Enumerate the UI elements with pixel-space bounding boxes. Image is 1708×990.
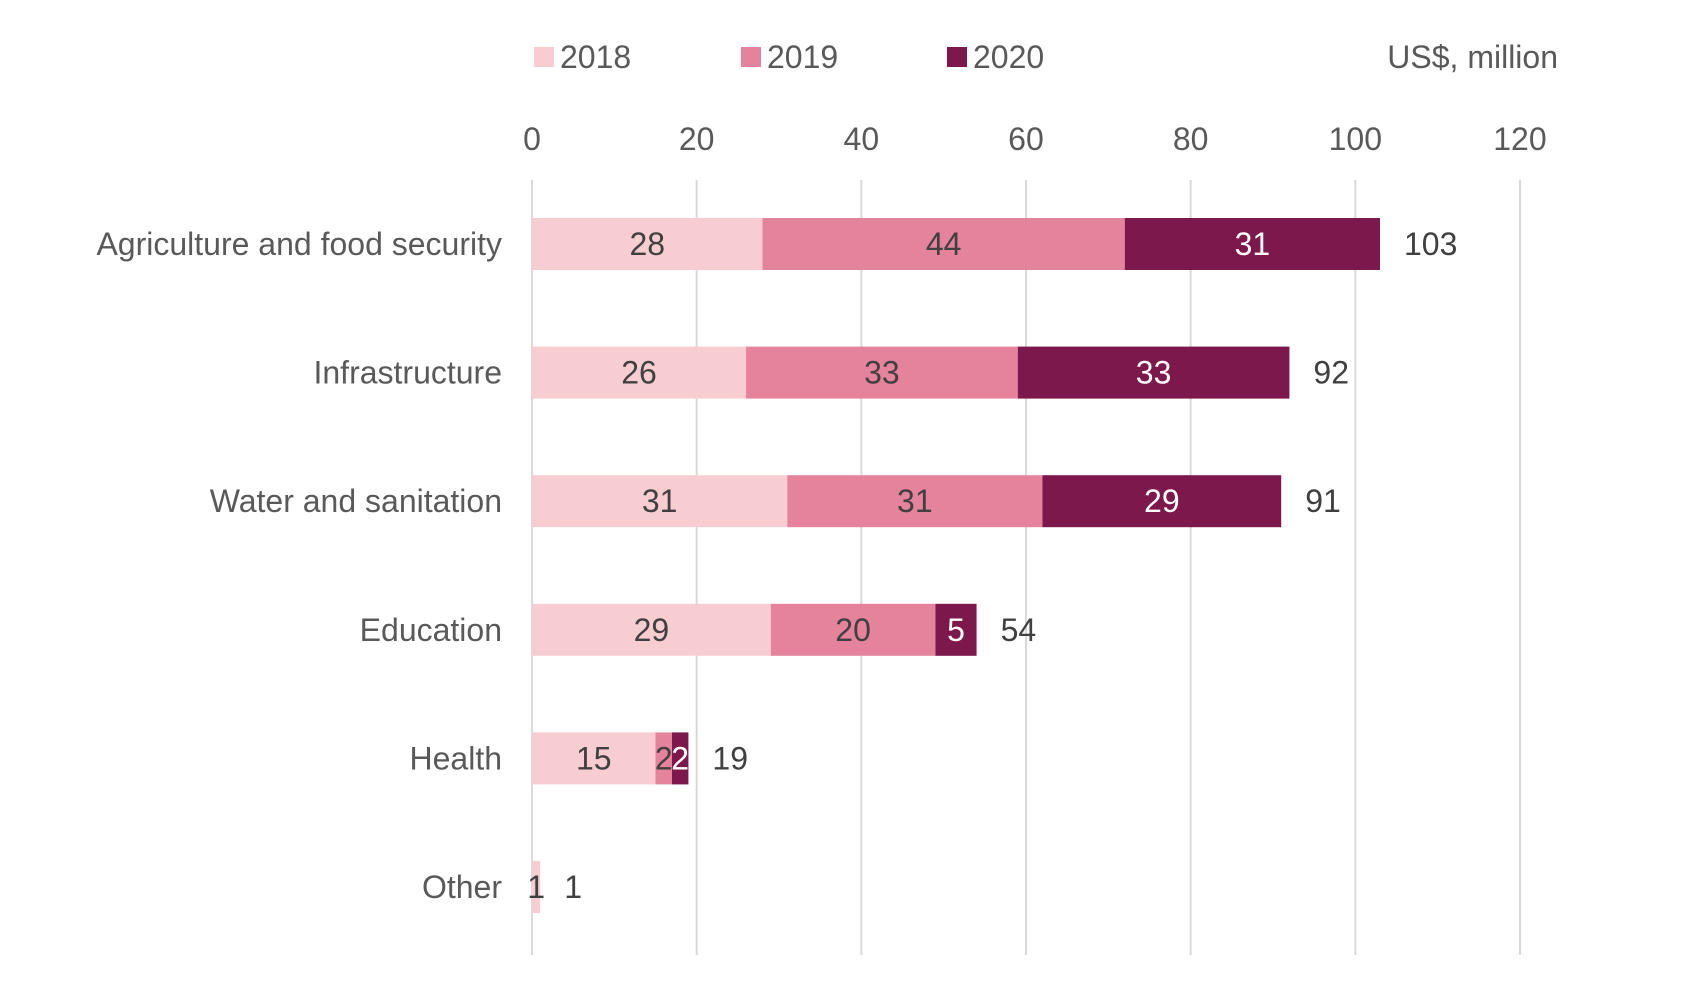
bar-segment-2018 [532, 861, 541, 913]
x-tick-label: 80 [1173, 121, 1209, 157]
x-tick-label: 40 [844, 121, 880, 157]
bar-value-label: 26 [621, 355, 657, 391]
x-axis-ticks: 0 20 40 60 80 100 120 [523, 121, 1547, 157]
bar-segment-2018 [532, 603, 771, 656]
category-labels: Agriculture and food security Infrastruct… [96, 226, 502, 905]
bar-segment-2018 [532, 475, 788, 528]
bar-segment-2020 [935, 603, 977, 656]
bar-value-label: 1 [527, 869, 545, 905]
bar-value-label: 33 [1136, 355, 1172, 391]
x-tick-label: 0 [523, 121, 541, 157]
legend-swatch-2020 [947, 47, 967, 67]
bar-value-label: 29 [634, 612, 670, 648]
legend-label: 2019 [767, 39, 838, 75]
x-tick-label: 20 [679, 121, 715, 157]
category-label: Water and sanitation [210, 483, 502, 519]
category-label: Other [422, 869, 502, 905]
bar-segment-2020 [1042, 475, 1282, 528]
bar-value-label: 29 [1144, 483, 1180, 519]
bar-segment-2019 [655, 732, 672, 785]
bar-value-label: 28 [629, 226, 665, 262]
bar-segment-2019 [770, 603, 936, 656]
bar-value-label: 20 [835, 612, 871, 648]
bar-value-label: 31 [642, 483, 678, 519]
bar-segment-2018 [532, 346, 747, 399]
category-label: Infrastructure [313, 355, 502, 391]
gridlines [531, 180, 1521, 955]
legend: 2018 2019 2020 [534, 39, 1044, 75]
legend-swatch-2018 [534, 47, 554, 67]
x-tick-label: 100 [1329, 121, 1382, 157]
bar-segment-2020 [1124, 218, 1380, 270]
bar-segment-2020 [1017, 346, 1290, 399]
bars: 28 44 31 103 26 33 33 92 31 31 29 91 29 20 5 54 15 22 19 1 1 [527, 218, 1457, 913]
bar-value-label: 44 [926, 226, 962, 262]
bar-segment-2019 [746, 346, 1018, 399]
category-label: Health [410, 740, 503, 776]
bar-segment-2019 [762, 218, 1125, 270]
bar-value-label: 5 [947, 612, 965, 648]
bar-value-label: 2 [671, 740, 689, 776]
category-label: Agriculture and food security [96, 226, 502, 262]
bar-segment-2018 [532, 218, 763, 270]
bar-total-label: 1 [564, 869, 582, 905]
bar-total-label: 92 [1313, 355, 1349, 391]
bar-total-label: 91 [1305, 483, 1341, 519]
bar-total-label: 19 [712, 740, 748, 776]
category-label: Education [360, 612, 502, 648]
bar-value-label: 2 [655, 740, 673, 776]
bar-value-label: 15 [576, 740, 612, 776]
bar-value-label: 31 [1235, 226, 1271, 262]
bar-value-label: 31 [897, 483, 933, 519]
x-tick-label: 120 [1493, 121, 1546, 157]
bar-total-label: 54 [1001, 612, 1037, 648]
x-tick-label: 60 [1008, 121, 1044, 157]
unit-label: US$, million [1387, 39, 1558, 75]
bar-segment-2019 [787, 475, 1043, 528]
bar-segment-2020 [671, 732, 689, 785]
bar-total-label: 103 [1404, 226, 1457, 262]
legend-label: 2020 [973, 39, 1044, 75]
bar-segment-2018 [532, 732, 656, 785]
legend-label: 2018 [560, 39, 631, 75]
legend-swatch-2019 [741, 47, 761, 67]
bar-value-label: 33 [864, 355, 900, 391]
